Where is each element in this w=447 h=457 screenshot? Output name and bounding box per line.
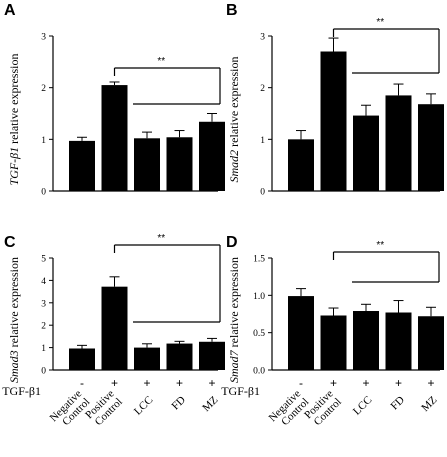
bar [101, 85, 128, 191]
y-tick-label: 0 [41, 188, 46, 198]
bar [166, 137, 193, 191]
x-tick-label-line: MZ [419, 394, 439, 414]
y-axis-label: Smad3 relative expression [7, 257, 21, 383]
y-axis-label-suffix: relative expression [7, 257, 21, 350]
bar [353, 311, 379, 370]
panel-D: D 0.0 0.5 1.0 1.5 Smad7 relative expression **… [221, 234, 444, 430]
x-tick-label: MZ [200, 394, 220, 414]
bar [166, 343, 193, 370]
bar [69, 348, 95, 370]
treatment-sign: + [427, 376, 434, 390]
treatment-sign: + [176, 376, 183, 390]
y-tick-label: 4 [41, 277, 46, 287]
y-tick-label: 1.0 [253, 292, 265, 302]
y-axis-label-gene: TGF-β1 [7, 147, 21, 186]
bar [199, 121, 225, 191]
treatment-sign: + [362, 376, 369, 390]
panel-C: C 0 1 2 3 4 5 Smad3 relative expression ** TGF-β1… [2, 233, 225, 430]
y-tick-label: 3 [41, 33, 46, 43]
y-axis-label-gene: Smad2 [227, 150, 241, 183]
x-tick-label-line: MZ [200, 394, 220, 414]
x-tick-label: LCC [132, 394, 156, 418]
bar [134, 138, 160, 191]
y-axis-label-suffix: relative expression [227, 57, 241, 150]
y-axis-label: TGF-β1 relative expression [7, 54, 21, 186]
y-tick-label: 1.5 [253, 255, 265, 265]
x-tick-label: PositiveControl [83, 388, 125, 430]
y-axis-label-suffix: relative expression [227, 257, 241, 350]
y-axis-label-gene: Smad7 [227, 349, 241, 383]
treatment-sign: + [330, 376, 337, 390]
x-tick-label: FD [389, 394, 407, 412]
bar [288, 139, 314, 191]
y-tick-label: 1 [41, 344, 46, 354]
y-axis-label: Smad2 relative expression [227, 57, 241, 183]
significance-label: ** [376, 17, 384, 28]
treatment-sign: + [111, 376, 118, 390]
treatment-sign: + [395, 376, 402, 390]
y-tick-label: 3 [260, 33, 265, 43]
treatment-sign: + [143, 376, 150, 390]
panel-letter: D [226, 234, 238, 251]
x-tick-label-line: FD [170, 394, 188, 412]
x-tick-label-line: FD [389, 394, 407, 412]
treatment-label: TGF-β1 [221, 384, 260, 398]
significance-label: ** [157, 233, 165, 244]
bar [353, 115, 379, 191]
panel-letter: B [226, 2, 238, 19]
significance-label: ** [376, 240, 384, 251]
bar [134, 347, 160, 370]
treatment-sign: + [208, 376, 215, 390]
bar [320, 51, 347, 191]
panel-B: B 0 1 2 3 Smad2 relative expression ** [226, 2, 444, 198]
treatment-sign: - [80, 376, 84, 390]
bar [418, 104, 444, 191]
bar [385, 312, 412, 370]
y-tick-label: 1 [41, 136, 46, 146]
x-tick-label: FD [170, 394, 188, 412]
bar [320, 315, 347, 370]
y-tick-label: 0.5 [253, 329, 265, 339]
y-tick-label: 5 [41, 255, 46, 265]
y-tick-label: 0 [41, 367, 46, 377]
bar [199, 341, 225, 370]
y-tick-label: 2 [41, 322, 46, 332]
y-tick-label: 2 [260, 84, 265, 94]
treatment-label: TGF-β1 [2, 384, 41, 398]
bar [385, 95, 412, 191]
y-tick-label: 1 [260, 136, 265, 146]
x-tick-label: MZ [419, 394, 439, 414]
y-axis-label: Smad7 relative expression [227, 257, 241, 383]
y-tick-label: 3 [41, 299, 46, 309]
panel-letter: C [4, 234, 16, 251]
y-tick-label: 0.0 [253, 367, 265, 377]
significance-label: ** [157, 56, 165, 67]
y-tick-label: 0 [260, 188, 265, 198]
x-tick-label-line: LCC [351, 394, 375, 418]
x-tick-label: PositiveControl [302, 388, 344, 430]
bar [101, 286, 128, 370]
panel-A: A 0 1 2 3 TGF-β1 relative expression ** [4, 2, 225, 198]
panel-letter: A [4, 2, 16, 19]
bar [69, 140, 95, 191]
y-axis-label-gene: Smad3 [7, 350, 21, 383]
y-axis-label-suffix: relative expression [7, 54, 21, 147]
x-tick-label: LCC [351, 394, 375, 418]
x-tick-label-line: LCC [132, 394, 156, 418]
y-tick-label: 2 [41, 84, 46, 94]
treatment-sign: - [299, 376, 303, 390]
bar [288, 296, 314, 370]
bar [418, 316, 444, 370]
